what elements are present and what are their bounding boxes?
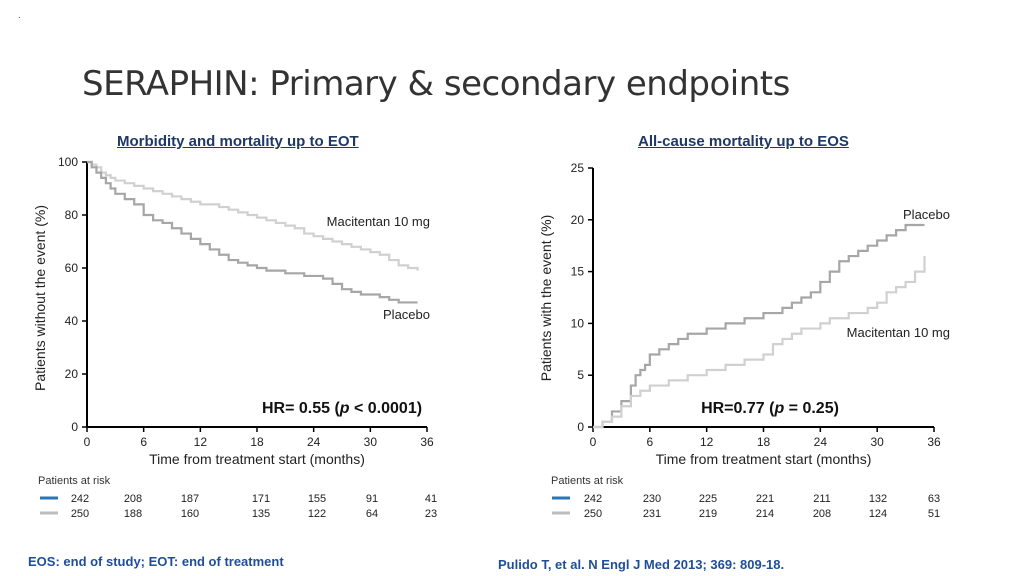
chart-2-series-placebo-line [593, 223, 925, 429]
chart-1-title: Morbidity and mortality up to EOT [117, 133, 359, 150]
chart-1-xtick-label-0: 0 [84, 435, 91, 449]
chart-2-risk-row-1-value-4: 208 [813, 508, 831, 520]
chart-2-ytick-label-0: 0 [577, 420, 584, 434]
chart-2-ytick-label-1: 5 [577, 368, 584, 382]
chart-1-risk-label: Patients at risk [38, 475, 111, 487]
chart-2-risk-row-0-value-2: 225 [699, 493, 717, 505]
chart-2-risk-row-1-value-1: 231 [643, 508, 661, 520]
chart-1-ytick-label-2: 40 [65, 314, 79, 328]
chart-1-series-label-0: Macitentan 10 mg [327, 214, 430, 229]
chart-1-series-label-1: Placebo [383, 307, 430, 322]
chart-1-risk-row-1-value-3: 135 [252, 508, 270, 520]
chart-2-risk-row-0-value-6: 63 [928, 493, 940, 505]
chart-1-series-placebo-line [87, 160, 418, 304]
slide-marker: . [18, 10, 21, 21]
chart-1-risk-row-0-value-4: 155 [308, 493, 326, 505]
slide-title: SERAPHIN: Primary & secondary endpoints [82, 64, 790, 104]
chart-1-risk-row-0-value-2: 187 [181, 493, 199, 505]
chart-2-series-label-1: Macitentan 10 mg [847, 325, 950, 340]
chart-2-xtick-label-0: 0 [590, 435, 597, 449]
chart-1-risk-row-1-value-2: 160 [181, 508, 199, 520]
chart-1-xtick-label-6: 36 [420, 435, 434, 449]
chart-2-risk-row-1-value-5: 124 [869, 508, 887, 520]
footnote-abbreviations: EOS: end of study; EOT: end of treatment [28, 554, 284, 569]
chart-1-ytick-label-5: 100 [58, 155, 78, 169]
chart-1-xtick-label-3: 18 [250, 435, 264, 449]
chart-2-risk-row-1-value-6: 51 [928, 508, 940, 520]
chart-2-risk-row-0-value-5: 132 [869, 493, 887, 505]
chart-1-risk-row-1-value-5: 64 [366, 508, 378, 520]
chart-1-risk-row-0-value-0: 242 [71, 493, 89, 505]
chart-1-xtick-label-4: 24 [307, 435, 321, 449]
chart-2-ytick-label-5: 25 [571, 161, 585, 175]
chart-2-series-macitentan-10-mg-line [593, 256, 926, 429]
chart-2-ylabel: Patients with the event (%) [538, 215, 554, 382]
chart-1-risk-row-1-value-0: 250 [71, 508, 89, 520]
chart-2-xtick-label-1: 6 [646, 435, 653, 449]
chart-2-risk-row-0-value-4: 211 [813, 493, 831, 505]
chart-2-risk-row-0-value-0: 242 [584, 493, 602, 505]
chart-2-title: All-cause mortality up to EOS [638, 133, 849, 150]
chart-2-series-label-0: Placebo [903, 207, 950, 222]
chart-1-hr-annotation: HR= 0.55 (p < 0.0001) [262, 400, 422, 417]
chart-1-xlabel: Time from treatment start (months) [149, 451, 365, 467]
chart-1-xtick-label-5: 30 [364, 435, 378, 449]
chart-2-xtick-label-6: 36 [927, 435, 941, 449]
chart-1-risk-row-1-value-6: 23 [425, 508, 437, 520]
chart-2-ytick-label-4: 20 [571, 213, 585, 227]
footnote-citation: Pulido T, et al. N Engl J Med 2013; 369:… [498, 557, 785, 572]
chart-2-risk-row-1-value-2: 219 [699, 508, 717, 520]
chart-1-ytick-label-4: 80 [65, 208, 79, 222]
chart-1-risk-row-0-value-6: 41 [425, 493, 437, 505]
chart-2-ytick-label-2: 10 [571, 316, 585, 330]
chart-1-series-macitentan-10-mg-line [87, 160, 419, 271]
chart-2-xtick-label-5: 30 [870, 435, 884, 449]
chart-2-risk-row-0-value-1: 230 [643, 493, 661, 505]
chart-1-ylabel: Patients without the event (%) [32, 205, 48, 391]
chart-1-xtick-label-1: 6 [140, 435, 147, 449]
chart-2-xtick-label-3: 18 [757, 435, 771, 449]
chart-1-risk-row-1-value-1: 188 [124, 508, 142, 520]
chart-1-risk-row-0-value-1: 208 [124, 493, 142, 505]
chart-2-ytick-label-3: 15 [571, 265, 585, 279]
chart-1-ytick-label-3: 60 [65, 261, 79, 275]
chart-2-risk-row-1-value-3: 214 [756, 508, 774, 520]
chart-1-ytick-label-0: 0 [71, 420, 78, 434]
chart-2-risk-row-1-value-0: 250 [584, 508, 602, 520]
chart-2-risk-row-0-value-3: 221 [756, 493, 774, 505]
chart-2-xtick-label-2: 12 [700, 435, 714, 449]
chart-2-xlabel: Time from treatment start (months) [656, 451, 872, 467]
chart-2-risk-label: Patients at risk [551, 475, 624, 487]
chart-1-risk-row-1-value-4: 122 [308, 508, 326, 520]
chart-1-risk-row-0-value-5: 91 [366, 493, 378, 505]
chart-2-hr-annotation: HR=0.77 (p = 0.25) [701, 400, 839, 417]
chart-2-xtick-label-4: 24 [814, 435, 828, 449]
chart-1-xtick-label-2: 12 [194, 435, 208, 449]
chart-1-risk-row-0-value-3: 171 [252, 493, 270, 505]
chart-1-ytick-label-1: 20 [65, 367, 79, 381]
